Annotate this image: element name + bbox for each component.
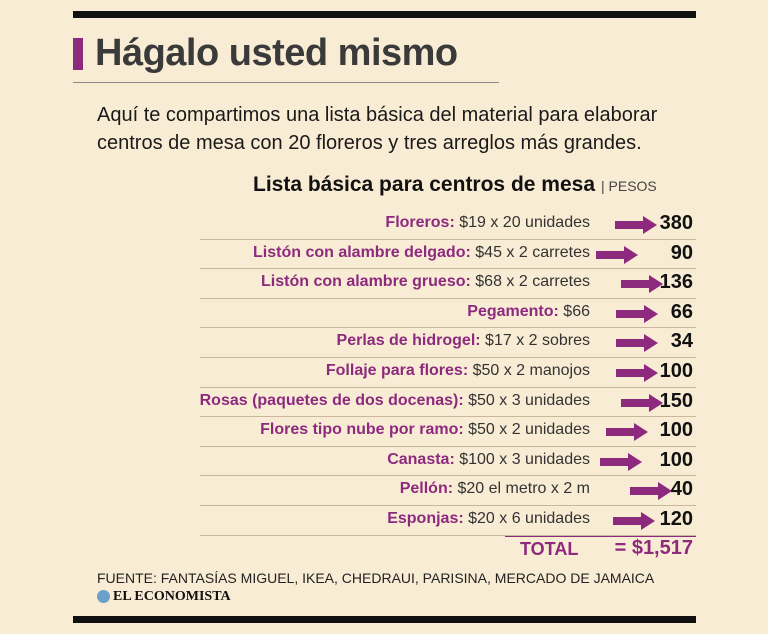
list-item: Esponjas: $20 x 6 unidades 120: [200, 506, 696, 536]
item-value: 136: [659, 271, 693, 294]
item-name: Listón con alambre grueso:: [261, 273, 471, 291]
list-item: Listón con alambre grueso: $68 x 2 carre…: [200, 269, 696, 299]
item-name: Follaje para flores:: [325, 361, 469, 379]
list-item: Perlas de hidrogel: $17 x 2 sobres 34: [200, 328, 696, 358]
title-block: Hágalo usted mismo: [73, 32, 499, 83]
item-value: 120: [659, 507, 693, 530]
right-arrow-icon: [613, 511, 655, 530]
item-name: Listón con alambre delgado:: [253, 243, 471, 261]
item-detail: $66: [563, 302, 590, 320]
list-item: Pellón: $20 el metro x 2 m 40: [200, 476, 696, 506]
list-item: Flores tipo nube por ramo: $50 x 2 unida…: [200, 417, 696, 447]
right-arrow-icon: [616, 304, 658, 323]
bottom-rule: [73, 616, 696, 623]
material-list: Floreros: $19 x 20 unidades 380 Listón c…: [200, 210, 696, 536]
brand: EL ECONOMISTA: [97, 588, 231, 606]
item-value: 380: [659, 212, 693, 234]
item-name: Pellón:: [399, 480, 454, 498]
list-item: Pegamento: $66 66: [200, 299, 696, 329]
item-value: 66: [670, 300, 693, 323]
item-value: 100: [659, 448, 693, 471]
total-value: = $1,517: [614, 537, 693, 559]
item-detail: $20 el metro x 2 m: [457, 480, 591, 498]
item-detail: $45 x 2 carretes: [475, 243, 590, 261]
item-value: 34: [670, 330, 693, 353]
title-accent-bar: [73, 38, 83, 70]
item-detail: $19 x 20 unidades: [459, 214, 590, 231]
source-credit: FUENTE: FANTASÍAS MIGUEL, IKEA, CHEDRAUI…: [97, 570, 655, 586]
intro-text: Aquí te compartimos una lista básica del…: [97, 104, 658, 154]
item-value: 40: [670, 478, 693, 501]
list-header: Lista básica para centros de mesa | PESOS: [253, 173, 657, 197]
item-name: Canasta:: [387, 450, 455, 468]
item-name: Esponjas:: [387, 509, 464, 527]
item-name: Pegamento:: [467, 302, 559, 320]
right-arrow-icon: [600, 452, 642, 471]
item-detail: $17 x 2 sobres: [485, 332, 590, 350]
item-detail: $50 x 2 unidades: [468, 421, 590, 439]
list-item: Rosas (paquetes de dos docenas): $50 x 3…: [200, 388, 696, 418]
item-detail: $100 x 3 unidades: [459, 450, 590, 468]
item-name: Flores tipo nube por ramo:: [260, 421, 464, 439]
top-rule: [73, 11, 696, 18]
right-arrow-icon: [616, 363, 658, 382]
list-item: Canasta: $100 x 3 unidades 100: [200, 447, 696, 477]
right-arrow-icon: [621, 275, 663, 294]
right-arrow-icon: [615, 216, 657, 234]
list-item: Listón con alambre delgado: $45 x 2 carr…: [200, 240, 696, 270]
right-arrow-icon: [606, 423, 648, 442]
right-arrow-icon: [630, 482, 672, 501]
item-name: Rosas (paquetes de dos docenas):: [199, 391, 464, 409]
total-row: TOTAL = $1,517: [505, 536, 696, 563]
total-label: TOTAL: [520, 539, 579, 559]
item-name: Floreros:: [385, 214, 455, 231]
item-name: Perlas de hidrogel:: [336, 332, 481, 350]
right-arrow-icon: [616, 334, 658, 353]
right-arrow-icon: [596, 245, 638, 264]
item-detail: $50 x 3 unidades: [468, 391, 590, 409]
item-value: 150: [659, 389, 693, 412]
item-detail: $68 x 2 carretes: [475, 273, 590, 291]
list-item: Floreros: $19 x 20 unidades 380: [200, 210, 696, 240]
page-title: Hágalo usted mismo: [95, 32, 458, 74]
item-detail: $50 x 2 manojos: [472, 361, 590, 379]
item-value: 100: [659, 359, 693, 382]
item-value: 100: [659, 419, 693, 442]
list-unit: | PESOS: [601, 178, 657, 194]
item-detail: $20 x 6 unidades: [468, 509, 590, 527]
item-value: 90: [670, 241, 693, 264]
list-item: Follaje para flores: $50 x 2 manojos 100: [200, 358, 696, 388]
right-arrow-icon: [621, 393, 663, 412]
el-economista-logo: [97, 590, 110, 604]
list-title: Lista básica para centros de mesa: [253, 173, 595, 196]
brand-name: EL ECONOMISTA: [113, 588, 231, 604]
